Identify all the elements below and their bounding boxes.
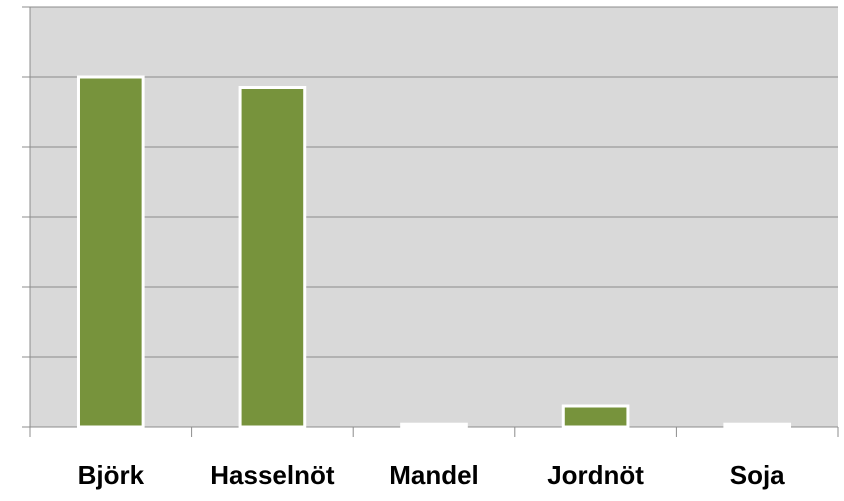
bar bbox=[723, 422, 792, 429]
bar bbox=[561, 404, 630, 429]
bar bbox=[76, 75, 145, 429]
bar bbox=[400, 422, 468, 429]
x-tick-label: Hasselnöt bbox=[210, 460, 335, 490]
x-tick-label: Björk bbox=[78, 460, 145, 490]
bar bbox=[238, 86, 307, 429]
x-tick-label: Mandel bbox=[389, 460, 479, 490]
x-tick-label: Jordnöt bbox=[547, 460, 644, 490]
x-tick-label: Soja bbox=[730, 460, 785, 490]
